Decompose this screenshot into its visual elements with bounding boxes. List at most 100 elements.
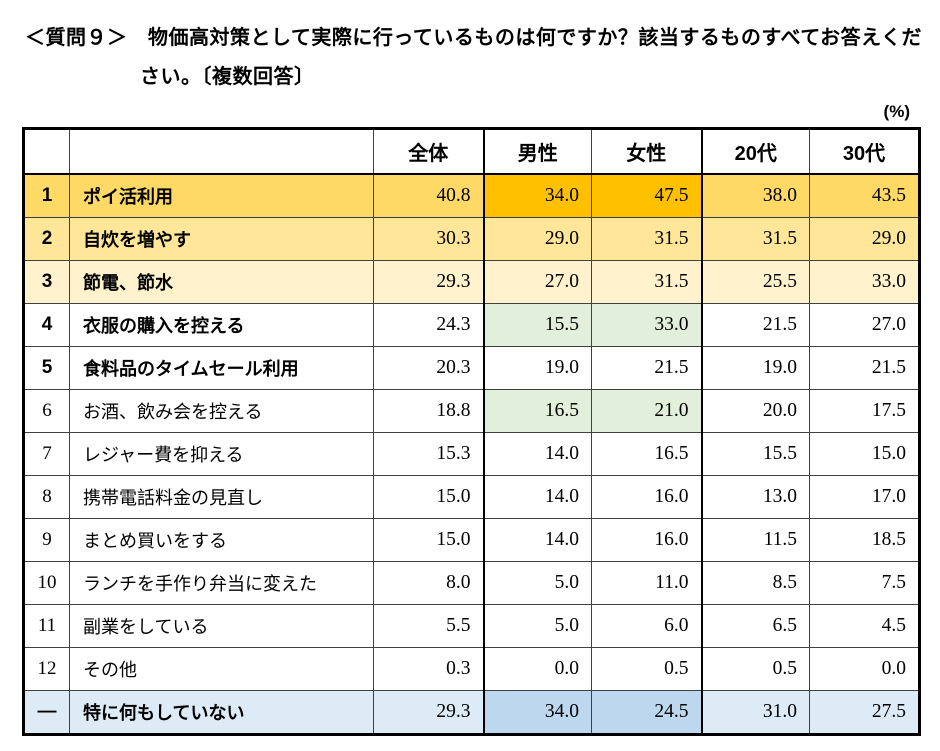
table-row: 8 携帯電話料金の見直し 15.0 14.0 16.0 13.0 17.0 — [23, 475, 920, 519]
rank-cell: 2 — [23, 217, 70, 261]
table-row: 12 その他 0.3 0.0 0.5 0.5 0.0 — [23, 647, 920, 691]
value-cell: 47.5 — [591, 173, 702, 218]
table-row: 10 ランチを手作り弁当に変えた 8.0 5.0 11.0 8.5 7.5 — [23, 561, 920, 605]
value-cell: 33.0 — [591, 303, 702, 347]
value-cell: 5.0 — [482, 604, 592, 648]
survey-results-table: 全体 男性 女性 20代 30代 1 ポイ活利用 40.8 34.0 47.5 38.0 43.5 2… — [22, 127, 921, 736]
column-header: 30代 — [809, 128, 920, 175]
column-header: 全体 — [373, 128, 484, 175]
value-cell: 34.0 — [482, 690, 592, 735]
table-header: 全体 男性 女性 20代 30代 — [23, 128, 920, 175]
table-row: 6 お酒、飲み会を控える 18.8 16.5 21.0 20.0 17.5 — [23, 389, 920, 433]
rank-cell: 7 — [23, 432, 70, 476]
item-label-cell: 衣服の購入を控える — [69, 303, 374, 347]
item-label-cell: お酒、飲み会を控える — [69, 389, 374, 433]
value-cell: 27.0 — [482, 260, 592, 304]
rank-cell: 11 — [23, 604, 70, 648]
value-cell: 19.0 — [482, 346, 592, 390]
value-cell: 0.3 — [373, 647, 484, 691]
table-row: 7 レジャー費を抑える 15.3 14.0 16.5 15.5 15.0 — [23, 432, 920, 476]
item-column-header-empty — [69, 128, 374, 175]
value-cell: 4.5 — [809, 604, 920, 648]
value-cell: 15.5 — [482, 303, 592, 347]
value-cell: 30.3 — [373, 217, 484, 261]
table-row: 11 副業をしている 5.5 5.0 6.0 6.5 4.5 — [23, 604, 920, 648]
value-cell: 29.0 — [809, 217, 920, 261]
value-cell: 6.0 — [591, 604, 702, 648]
value-cell: 20.0 — [700, 389, 810, 433]
column-header: 20代 — [700, 128, 810, 175]
value-cell: 25.5 — [700, 260, 810, 304]
table-body: 1 ポイ活利用 40.8 34.0 47.5 38.0 43.5 2 自炊を増やす 30.3 29.… — [23, 173, 920, 735]
value-cell: 15.3 — [373, 432, 484, 476]
question-title-line2: さい。〔複数回答〕 — [140, 66, 315, 88]
rank-cell: 6 — [23, 389, 70, 433]
rank-column-header-empty — [23, 128, 70, 175]
value-cell: 11.5 — [700, 518, 810, 562]
item-label-cell: 携帯電話料金の見直し — [69, 475, 374, 519]
value-cell: 24.5 — [591, 690, 702, 735]
value-cell: 40.8 — [373, 173, 484, 218]
value-cell: 5.0 — [482, 561, 592, 605]
rank-cell: 9 — [23, 518, 70, 562]
table-row: 2 自炊を増やす 30.3 29.0 31.5 31.5 29.0 — [23, 217, 920, 261]
value-cell: 16.0 — [591, 518, 702, 562]
value-cell: 16.0 — [591, 475, 702, 519]
value-cell: 21.0 — [591, 389, 702, 433]
value-cell: 15.0 — [809, 432, 920, 476]
rank-cell: 10 — [23, 561, 70, 605]
value-cell: 17.0 — [809, 475, 920, 519]
value-cell: 24.3 — [373, 303, 484, 347]
value-cell: 8.5 — [700, 561, 810, 605]
rank-cell: — — [23, 690, 70, 735]
value-cell: 31.5 — [700, 217, 810, 261]
value-cell: 27.0 — [809, 303, 920, 347]
table-row: 1 ポイ活利用 40.8 34.0 47.5 38.0 43.5 — [23, 173, 920, 218]
value-cell: 0.5 — [700, 647, 810, 691]
table-row: 3 節電、節水 29.3 27.0 31.5 25.5 33.0 — [23, 260, 920, 304]
rank-cell: 8 — [23, 475, 70, 519]
percent-unit-label: (%) — [883, 102, 910, 121]
value-cell: 11.0 — [591, 561, 702, 605]
value-cell: 31.5 — [591, 217, 702, 261]
value-cell: 16.5 — [591, 432, 702, 476]
value-cell: 38.0 — [700, 173, 810, 218]
value-cell: 7.5 — [809, 561, 920, 605]
value-cell: 17.5 — [809, 389, 920, 433]
value-cell: 14.0 — [482, 432, 592, 476]
rank-cell: 3 — [23, 260, 70, 304]
value-cell: 13.0 — [700, 475, 810, 519]
value-cell: 31.5 — [591, 260, 702, 304]
value-cell: 8.0 — [373, 561, 484, 605]
value-cell: 21.5 — [591, 346, 702, 390]
item-label-cell: その他 — [69, 647, 374, 691]
table-row: 4 衣服の購入を控える 24.3 15.5 33.0 21.5 27.0 — [23, 303, 920, 347]
value-cell: 21.5 — [809, 346, 920, 390]
item-label-cell: 自炊を増やす — [69, 217, 374, 261]
value-cell: 21.5 — [700, 303, 810, 347]
value-cell: 15.0 — [373, 475, 484, 519]
rank-cell: 1 — [23, 173, 70, 218]
table-row: — 特に何もしていない 29.3 34.0 24.5 31.0 27.5 — [23, 690, 920, 735]
item-label-cell: 副業をしている — [69, 604, 374, 648]
value-cell: 18.8 — [373, 389, 484, 433]
item-label-cell: 特に何もしていない — [69, 690, 374, 735]
rank-cell: 5 — [23, 346, 70, 390]
value-cell: 29.0 — [482, 217, 592, 261]
item-label-cell: ポイ活利用 — [69, 173, 374, 218]
value-cell: 15.5 — [700, 432, 810, 476]
question-title-line1: ＜質問９＞ 物価高対策として実際に行っているものは何ですか？該当するものすべてお… — [25, 27, 922, 49]
table-header-row: 全体 男性 女性 20代 30代 — [23, 128, 920, 175]
value-cell: 20.3 — [373, 346, 484, 390]
column-header: 男性 — [482, 128, 592, 175]
value-cell: 0.5 — [591, 647, 702, 691]
value-cell: 33.0 — [809, 260, 920, 304]
item-label-cell: 食料品のタイムセール利用 — [69, 346, 374, 390]
item-label-cell: レジャー費を抑える — [69, 432, 374, 476]
rank-cell: 12 — [23, 647, 70, 691]
value-cell: 18.5 — [809, 518, 920, 562]
value-cell: 14.0 — [482, 475, 592, 519]
item-label-cell: まとめ買いをする — [69, 518, 374, 562]
value-cell: 15.0 — [373, 518, 484, 562]
item-label-cell: ランチを手作り弁当に変えた — [69, 561, 374, 605]
